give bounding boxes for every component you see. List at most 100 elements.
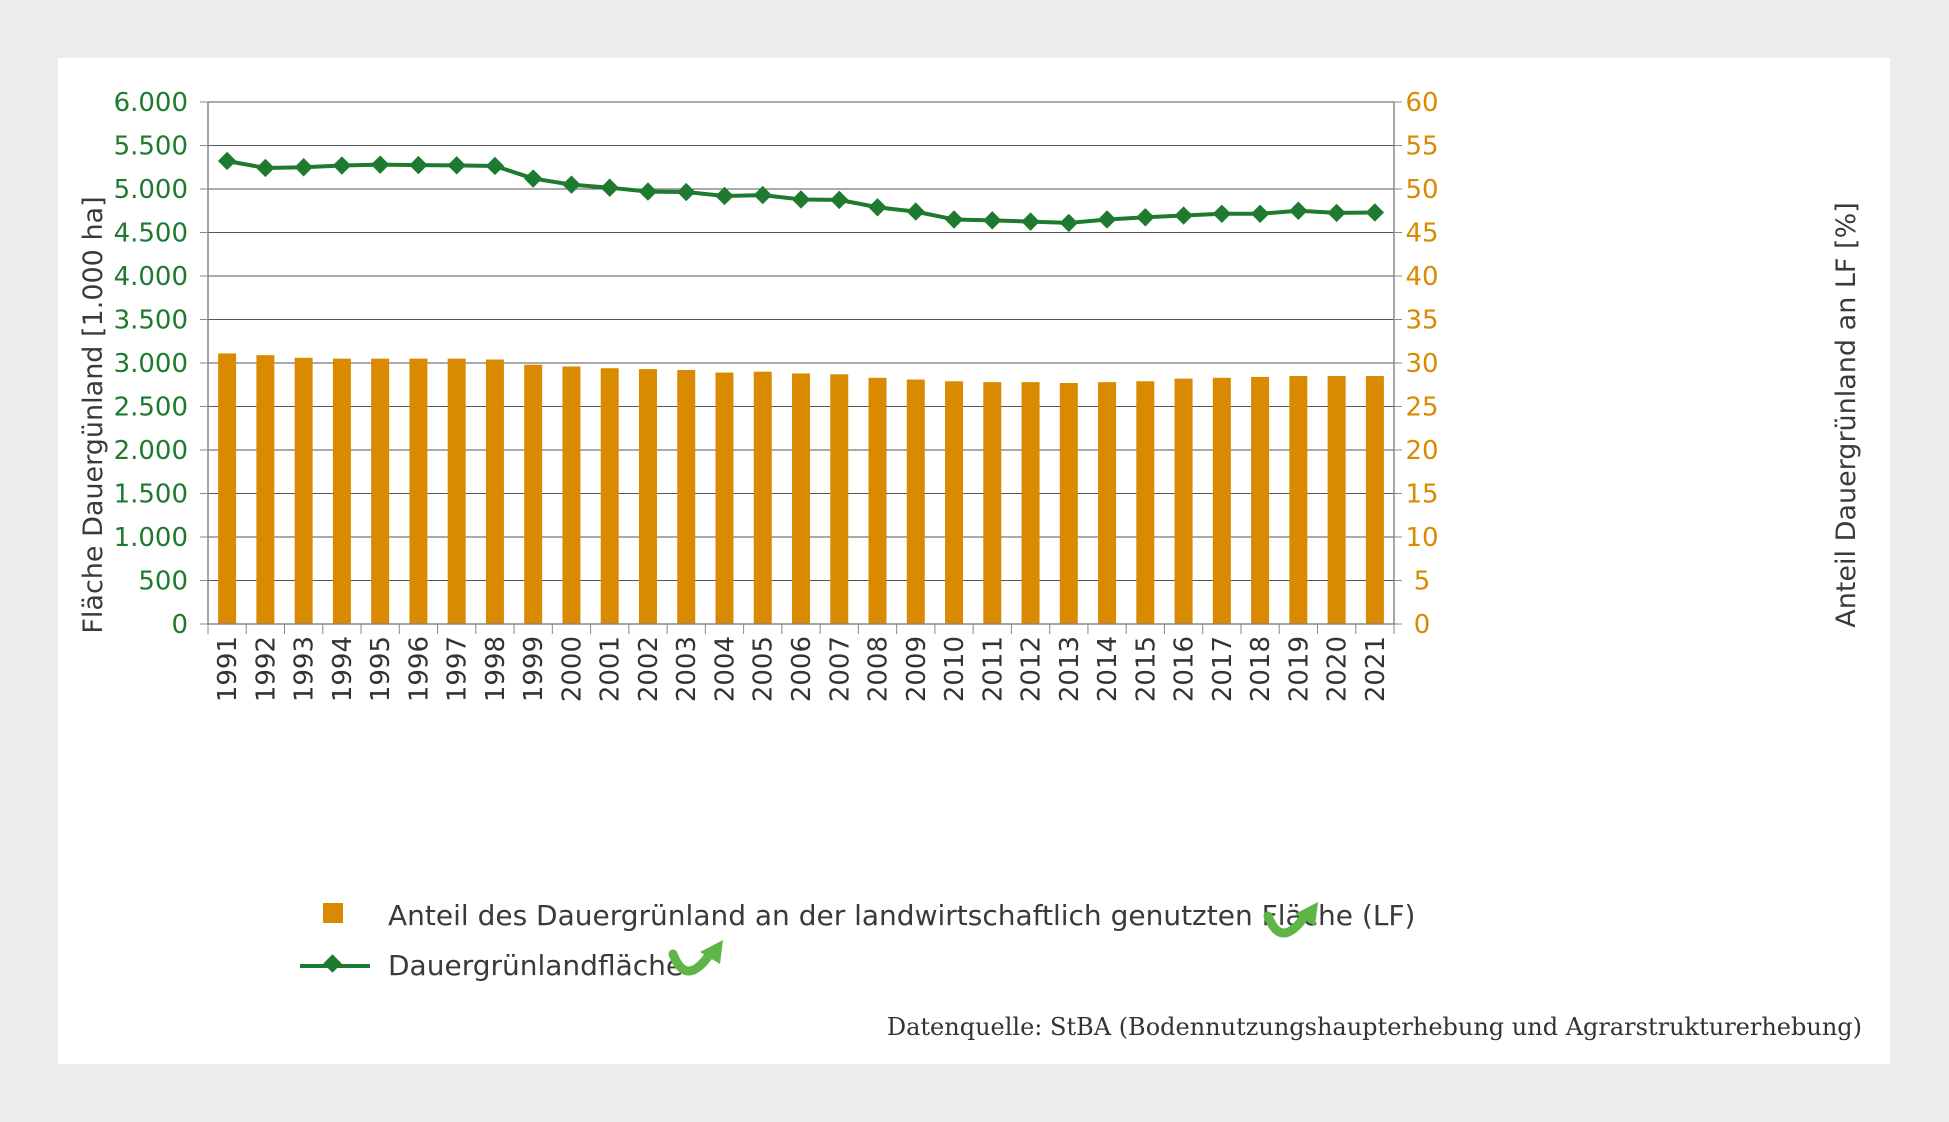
bar: [983, 382, 1002, 624]
bar: [294, 357, 313, 624]
y-right-tick-label: 10: [1405, 523, 1438, 553]
bar: [447, 358, 466, 624]
x-tick-label: 2003: [672, 636, 702, 702]
line-marker: [409, 155, 428, 175]
bar: [1136, 381, 1155, 624]
y-left-tick-label: 3.500: [114, 306, 188, 336]
line-marker: [256, 158, 275, 178]
y-left-tick-label: 1.000: [114, 523, 188, 553]
x-tick-label: 2000: [557, 636, 587, 702]
y-right-tick-label: 45: [1405, 219, 1438, 249]
y-right-tick-label: 20: [1405, 436, 1438, 466]
line-marker: [1289, 201, 1308, 220]
tick-labels: 05001.0001.5002.0002.5003.0003.5004.0004…: [114, 88, 1439, 702]
line-marker: [1327, 203, 1346, 223]
line-marker: [294, 158, 313, 177]
line-marker: [600, 178, 619, 197]
line-marker: [677, 182, 696, 202]
x-tick-label: 2017: [1208, 636, 1238, 702]
line-marker: [1212, 204, 1232, 223]
legend-line-label: Dauergrünlandfläche: [388, 949, 683, 982]
line-marker: [906, 202, 925, 221]
x-tick-label: 2009: [902, 636, 932, 702]
y-right-tick-label: 25: [1405, 393, 1438, 423]
y-right-tick-label: 35: [1405, 306, 1438, 336]
y-left-tick-label: 2.000: [114, 436, 188, 466]
x-tick-label: 1998: [481, 636, 511, 702]
line-marker: [562, 175, 581, 194]
line-marker: [370, 155, 390, 174]
line-marker: [524, 169, 543, 188]
axes: [200, 101, 1402, 634]
line-marker: [1174, 206, 1193, 225]
curved-up-arrow-icon: [1263, 902, 1318, 938]
line-marker: [447, 156, 466, 175]
data-source-note: Datenquelle: StBA (Bodennutzungshaupterh…: [886, 1013, 1862, 1041]
y-left-tick-label: 0: [171, 610, 188, 640]
line-marker: [1365, 203, 1385, 222]
line-marker: [1136, 208, 1155, 227]
y-left-tick-label: 500: [138, 567, 188, 597]
y-left-tick-label: 3.000: [114, 349, 188, 379]
bar: [524, 364, 543, 624]
x-tick-label: 2016: [1170, 636, 1200, 702]
bar: [638, 369, 657, 624]
y-left-tick-label: 5.500: [114, 132, 188, 162]
line-marker: [1059, 213, 1078, 233]
line-marker: [217, 151, 237, 171]
x-tick-label: 2006: [787, 636, 817, 702]
x-tick-label: 2019: [1284, 636, 1314, 702]
y-right-tick-label: 15: [1405, 480, 1438, 510]
bar: [715, 372, 734, 624]
line-marker: [983, 211, 1002, 230]
x-tick-label: 1995: [366, 636, 396, 702]
x-tick-label: 2010: [940, 636, 970, 702]
line-marker: [753, 185, 772, 205]
chart: 05001.0001.5002.0002.5003.0003.5004.0004…: [78, 88, 1862, 982]
line-marker: [1097, 210, 1117, 229]
bar: [1365, 376, 1384, 624]
bar: [562, 366, 581, 624]
legend-bar-swatch: [323, 903, 343, 923]
x-tick-label: 2004: [710, 636, 740, 702]
bar: [218, 353, 237, 624]
bar: [753, 371, 772, 624]
x-tick-label: 2008: [864, 636, 894, 702]
chart-panel: 0 500 1.000 1.500 2.000 2.500 3.000 3.500 4.000 4…: [58, 58, 1890, 1064]
x-tick-label: 1996: [404, 636, 434, 702]
bar-series: [218, 353, 1384, 624]
line-marker: [868, 198, 887, 217]
x-tick-label: 2001: [596, 636, 626, 702]
y-left-tick-label: 5.000: [114, 175, 188, 205]
x-tick-label: 2018: [1246, 636, 1276, 702]
x-tick-label: 2012: [1017, 636, 1047, 702]
x-tick-label: 2020: [1323, 636, 1353, 702]
bar: [485, 359, 504, 624]
bar: [830, 374, 849, 624]
line-marker: [332, 156, 352, 175]
x-tick-label: 1992: [251, 636, 281, 702]
x-tick-label: 2005: [749, 636, 779, 702]
y-left-tick-label: 1.500: [114, 480, 188, 510]
x-tick-label: 2011: [978, 636, 1008, 702]
line-marker: [791, 190, 811, 209]
bar: [868, 377, 887, 624]
x-tick-label: 1997: [443, 636, 473, 702]
bar: [945, 381, 964, 624]
y-right-tick-label: 55: [1405, 132, 1438, 162]
bar: [1059, 383, 1078, 624]
curved-up-arrow-icon: [668, 940, 723, 976]
bar: [1021, 382, 1040, 624]
x-tick-label: 2015: [1131, 636, 1161, 702]
x-tick-label: 1991: [213, 636, 243, 702]
y-right-tick-label: 50: [1405, 175, 1438, 205]
x-tick-label: 2014: [1093, 636, 1123, 702]
bar: [256, 355, 275, 624]
bar: [1174, 378, 1193, 624]
x-tick-label: 2021: [1361, 636, 1391, 702]
line-marker: [944, 210, 964, 229]
bar: [371, 358, 390, 624]
y-right-tick-label: 40: [1405, 262, 1438, 292]
bar: [906, 379, 925, 624]
bar: [1251, 376, 1270, 624]
